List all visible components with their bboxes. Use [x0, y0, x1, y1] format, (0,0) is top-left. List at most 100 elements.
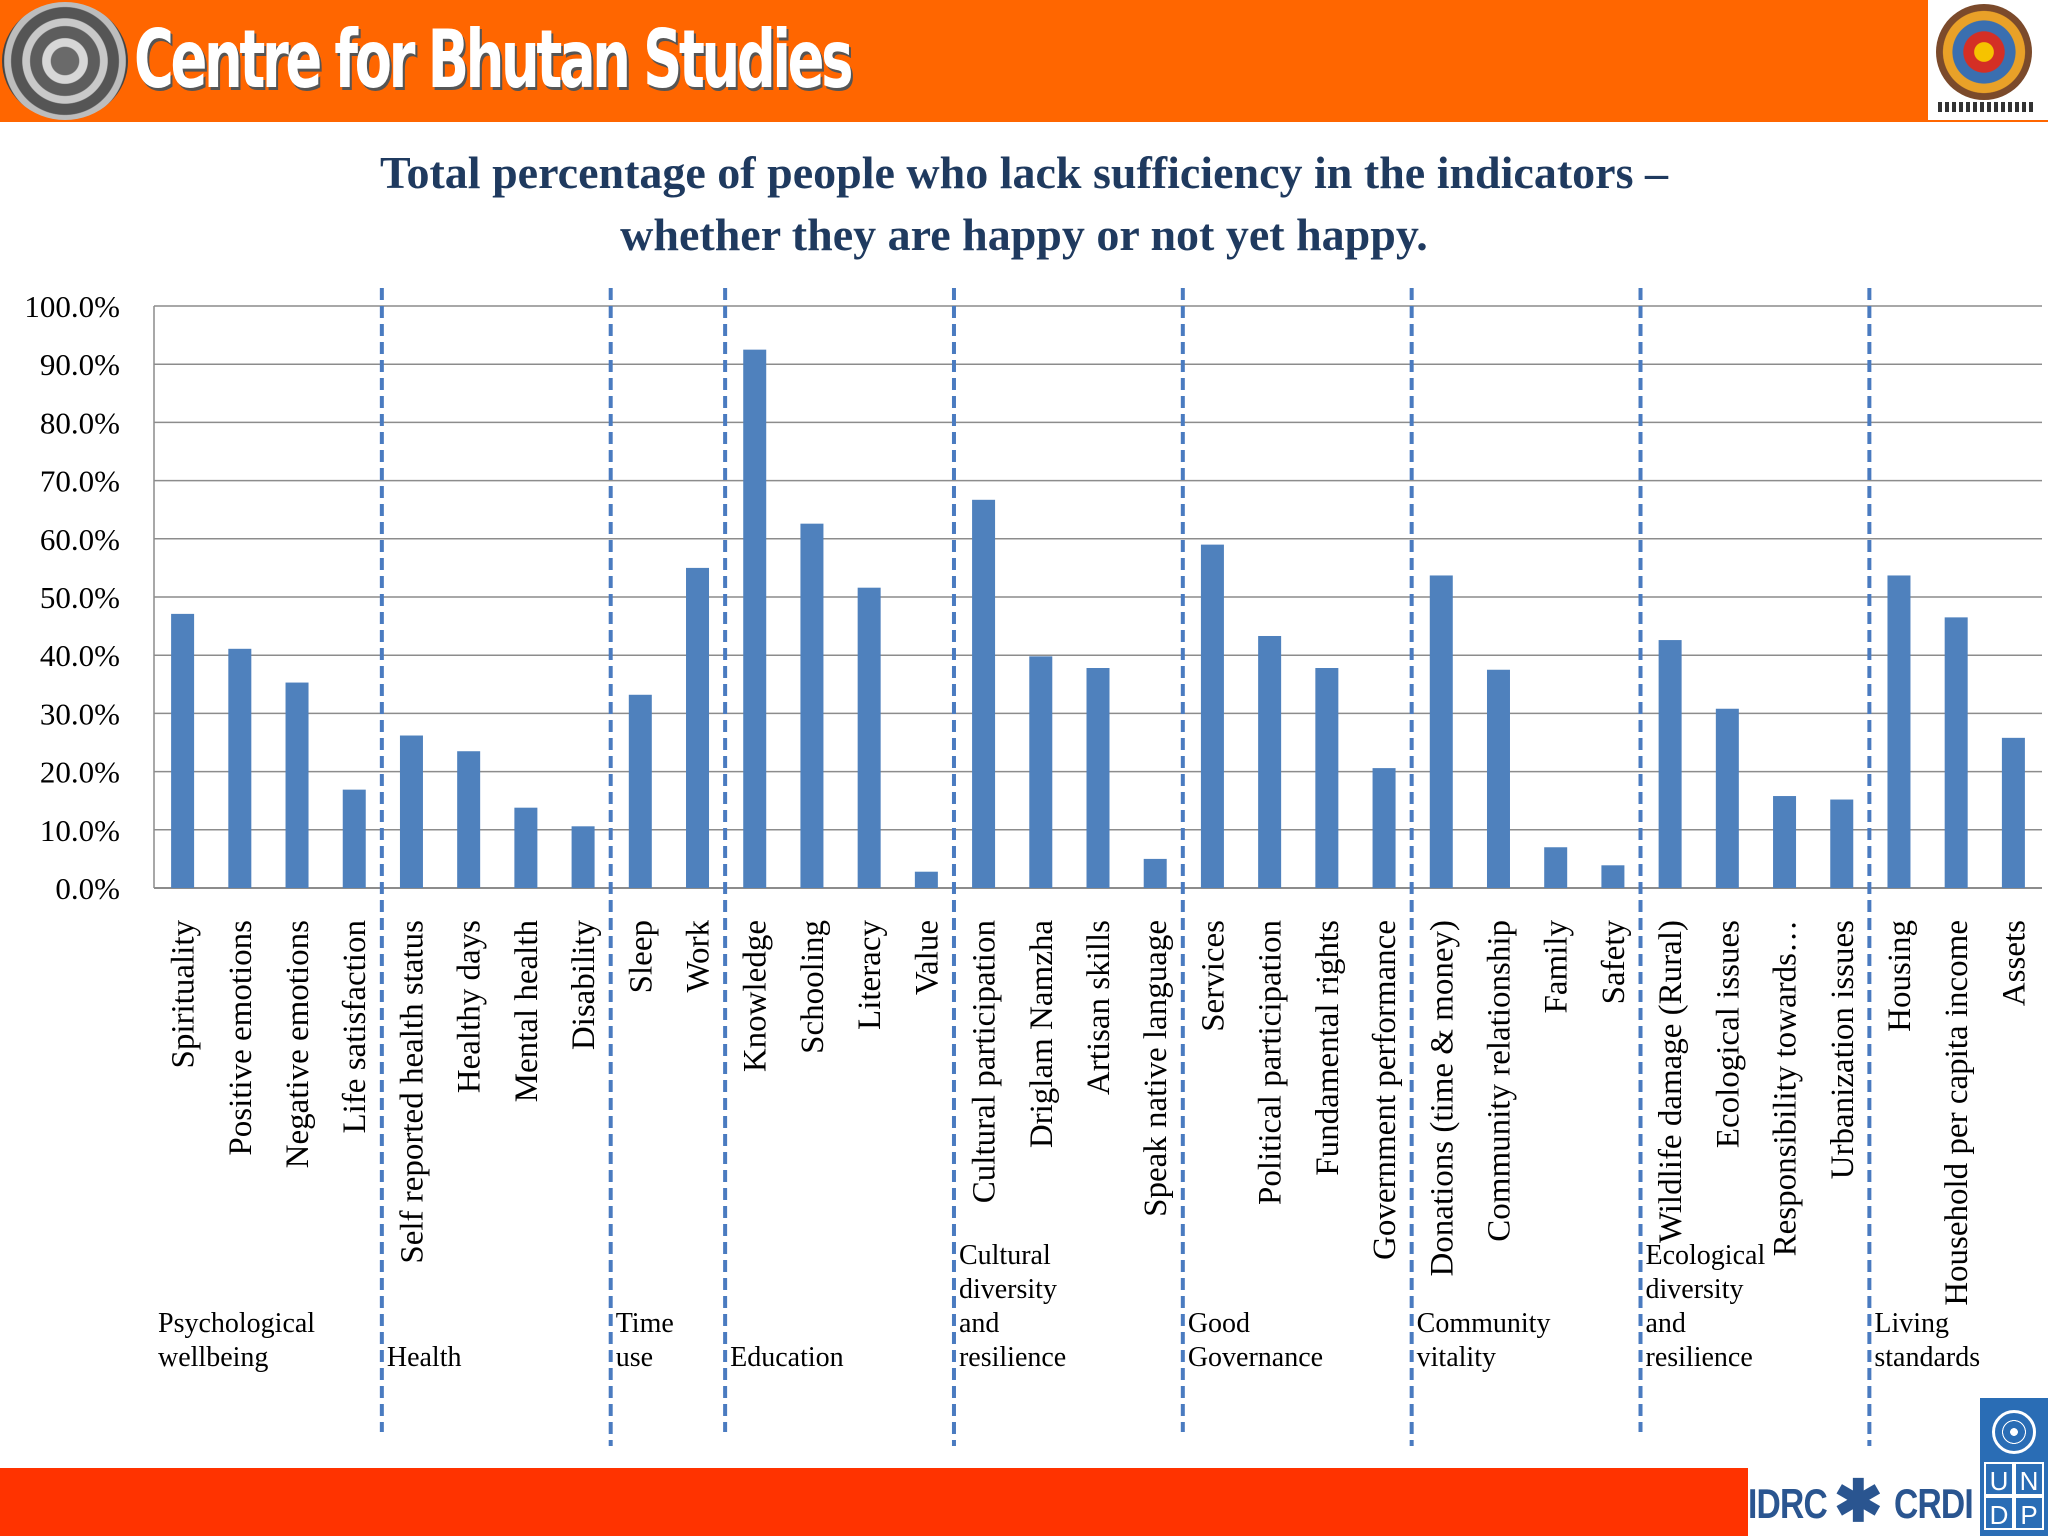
domain-label: Governance — [1188, 1342, 1323, 1373]
idrc-crdi-logo: IDRC ✱ CRDI — [1748, 1468, 1980, 1536]
chart-title-line-1: Total percentage of people who lack suff… — [380, 147, 1668, 198]
bar — [514, 807, 538, 888]
domain-label: Living — [1874, 1308, 1949, 1339]
y-tick-label: 90.0% — [40, 347, 120, 382]
bar — [628, 694, 652, 888]
category-label: Donations (time & money) — [1424, 920, 1460, 1277]
footer-bar — [0, 1468, 1748, 1536]
category-label: Government performance — [1367, 920, 1403, 1260]
y-tick-label: 30.0% — [40, 696, 120, 731]
bar — [1944, 617, 1968, 888]
domain-label: diversity — [959, 1274, 1057, 1305]
y-tick-label: 20.0% — [40, 755, 120, 790]
domain-label: diversity — [1646, 1274, 1744, 1305]
header-bar: Centre for Bhutan Studies — [0, 0, 2048, 122]
emblem-icon — [1936, 4, 2032, 100]
category-label: Cultural participation — [967, 920, 1003, 1203]
bar — [1887, 575, 1911, 888]
bar — [1029, 656, 1053, 888]
domain-label: and — [959, 1308, 999, 1339]
category-label: Services — [1195, 920, 1231, 1032]
category-label: Assets — [1996, 920, 2032, 1006]
domain-label: standards — [1874, 1342, 1980, 1373]
category-label: Responsibility towards… — [1768, 920, 1804, 1256]
domain-label: Community — [1417, 1308, 1551, 1339]
y-tick-label: 10.0% — [40, 813, 120, 848]
category-label: Speak native language — [1138, 920, 1174, 1217]
undp-letter-u: U — [1984, 1462, 2014, 1496]
category-label: Self reported health status — [394, 920, 430, 1264]
category-label: Urbanization issues — [1825, 920, 1861, 1179]
bar — [914, 871, 938, 888]
bar — [857, 587, 881, 888]
category-label: Ecological issues — [1710, 920, 1746, 1148]
domain-label: Ecological — [1646, 1240, 1766, 1271]
category-label: Safety — [1596, 920, 1632, 1005]
domain-label: resilience — [959, 1342, 1066, 1373]
category-label: Work — [681, 920, 717, 993]
bar — [457, 751, 481, 888]
idrc-star-icon: ✱ — [1834, 1469, 1883, 1534]
bar — [1258, 635, 1282, 888]
category-label: Knowledge — [738, 920, 774, 1072]
bar — [1715, 708, 1739, 888]
domain-label: resilience — [1646, 1342, 1753, 1373]
category-label: Political participation — [1253, 920, 1289, 1205]
bar — [171, 613, 195, 888]
emblem-script — [1938, 102, 2036, 112]
category-label: Disability — [566, 920, 602, 1051]
y-tick-label: 60.0% — [40, 522, 120, 557]
bar — [1544, 847, 1568, 888]
chart-title-line-2: whether they are happy or not yet happy. — [620, 209, 1428, 260]
un-globe-icon — [1992, 1410, 2036, 1454]
y-tick-label: 100.0% — [24, 289, 120, 324]
bar — [800, 523, 824, 888]
org-title: Centre for Bhutan Studies — [134, 13, 854, 106]
undp-letter-n: N — [2014, 1462, 2044, 1496]
category-label: Life satisfaction — [337, 920, 373, 1134]
category-label: Household per capita income — [1939, 920, 1975, 1306]
y-tick-label: 40.0% — [40, 638, 120, 673]
bar — [1830, 799, 1854, 888]
category-label: Artisan skills — [1081, 920, 1117, 1095]
y-tick-label: 70.0% — [40, 464, 120, 499]
category-label: Positive emotions — [223, 920, 259, 1156]
bar — [342, 789, 366, 888]
domain-label: wellbeing — [158, 1342, 268, 1373]
domain-label: Good — [1188, 1308, 1250, 1339]
bar — [1773, 796, 1797, 888]
category-label: Schooling — [795, 920, 831, 1054]
bar-chart: 0.0% 10.0% 20.0% 30.0% 40.0% 50.0% 60.0% 70.0% 8… — [24, 288, 2042, 1446]
category-label: Healthy days — [452, 920, 488, 1093]
category-label: Value — [909, 920, 945, 995]
bar — [1372, 768, 1396, 888]
category-label: Housing — [1882, 920, 1918, 1032]
category-label: Family — [1539, 920, 1575, 1014]
bar — [1086, 668, 1110, 888]
bar — [1315, 668, 1339, 888]
domain-label: Psychological — [158, 1308, 315, 1339]
bar — [571, 826, 595, 888]
bar — [1143, 858, 1167, 888]
y-tick-label: 0.0% — [55, 871, 120, 906]
bhutan-emblem-logo — [1928, 0, 2048, 120]
y-tick-label: 80.0% — [40, 405, 120, 440]
domain-label: and — [1646, 1308, 1686, 1339]
category-label: Wildlife damage (Rural) — [1653, 920, 1689, 1243]
category-label: Spirituality — [166, 920, 202, 1069]
undp-letter-d: D — [1984, 1496, 2014, 1530]
category-label: Sleep — [623, 920, 659, 993]
bar — [228, 648, 252, 888]
bar — [743, 349, 767, 888]
bar — [972, 499, 996, 888]
y-tick-label: 50.0% — [40, 580, 120, 615]
bar — [1486, 669, 1510, 888]
domain-label: Education — [730, 1342, 844, 1373]
domain-label: vitality — [1417, 1342, 1496, 1373]
bar — [399, 735, 423, 888]
crdi-text: CRDI — [1894, 1480, 1974, 1527]
idrc-text: IDRC — [1748, 1480, 1828, 1527]
domain-label: Time — [616, 1308, 674, 1339]
category-label: Driglam Namzha — [1024, 920, 1060, 1149]
domain-label: Cultural — [959, 1240, 1051, 1271]
